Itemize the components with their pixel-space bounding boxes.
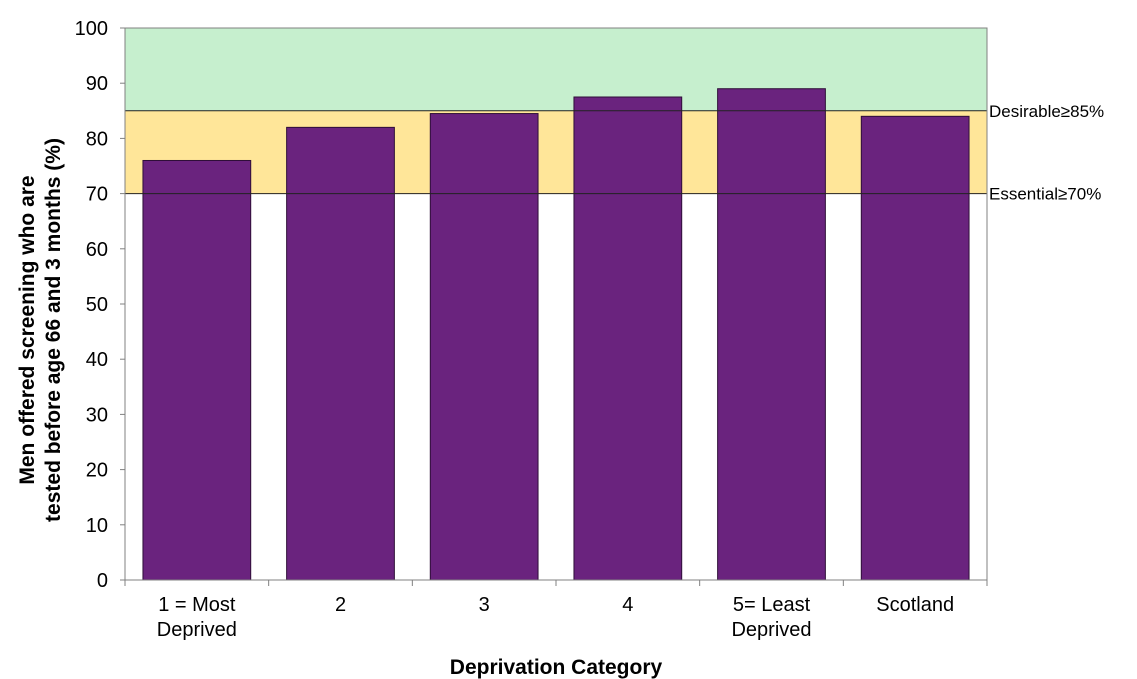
bar-5 [860,115,970,581]
x-tick-labels: 1 = Most Deprived 2 3 4 5= Least Deprived Scotl… [157,594,954,641]
target-band-1 [125,110,987,194]
x-tick-label-3: 4 [622,594,633,616]
bar-1 [286,126,395,581]
y-tick-label-2: 20 [86,460,108,482]
x-tick-label-1: 2 [335,594,346,616]
y-tick-label-8: 80 [86,128,108,150]
target-bands [125,28,987,194]
x-tick-label-2: 3 [479,594,490,616]
y-tick-label-4: 40 [86,349,108,371]
bar-4 [717,88,826,581]
y-tick-label-10: 100 [75,18,108,40]
bar-0 [142,159,252,581]
y-tick-label-0: 0 [97,570,108,592]
y-tick-labels: 0 10 20 30 40 50 60 70 80 90 100 [75,18,108,592]
target-band-0 [125,28,987,111]
x-tick-label-5: Scotland [876,594,954,616]
x-tick-label-4: 5= Least Deprived [731,594,811,641]
y-tick-label-3: 30 [86,404,108,426]
bar-2 [429,113,539,581]
y-tick-label-5: 50 [86,294,108,316]
y-tick-label-7: 70 [86,184,108,206]
axes [120,27,988,586]
x-axis-label: Deprivation Category [450,656,663,679]
bar-3 [573,96,683,581]
y-tick-label-1: 10 [86,515,108,537]
x-tick-label-0: 1 = Most Deprived [157,594,237,641]
threshold-lines: Desirable≥85% Essential≥70% [125,102,1104,204]
y-tick-label-6: 60 [86,239,108,261]
threshold-label-0: Desirable≥85% [989,102,1104,121]
y-tick-label-9: 90 [86,73,108,95]
threshold-label-1: Essential≥70% [989,185,1101,204]
y-axis-label: Men offered screening who are tested befo… [16,138,65,522]
